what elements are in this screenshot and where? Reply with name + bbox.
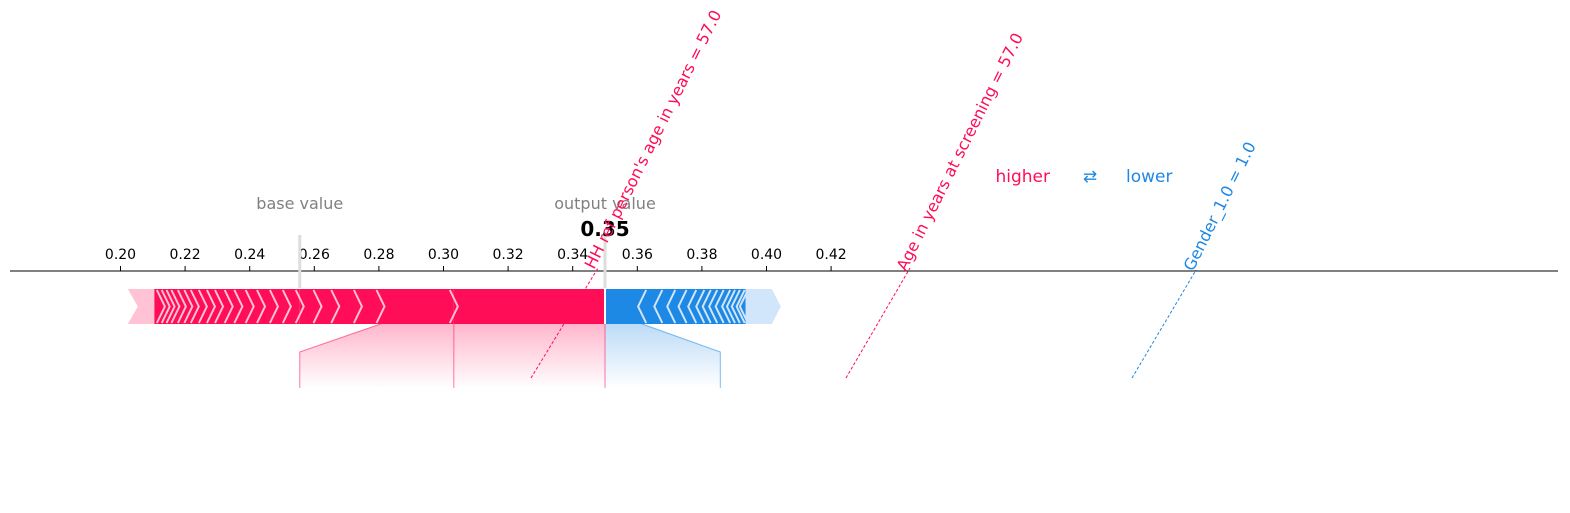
chevron-mark bbox=[730, 289, 741, 324]
x-tick-label: 0.28 bbox=[363, 247, 394, 263]
chevron-mark bbox=[725, 289, 736, 324]
chevron-mark bbox=[738, 289, 749, 324]
output-value-number: 0.35 bbox=[580, 217, 629, 241]
x-tick-label: 0.30 bbox=[428, 247, 459, 263]
x-tick-label: 0.42 bbox=[816, 247, 847, 263]
connector-line bbox=[299, 323, 381, 388]
chevron-mark bbox=[233, 289, 244, 324]
chevron-mark bbox=[312, 289, 323, 324]
x-tick-label: 0.24 bbox=[234, 247, 265, 263]
chevron-mark bbox=[206, 289, 217, 324]
feature-label: HH ref person's age in years = 57.0 bbox=[581, 7, 726, 272]
feature-leader-line bbox=[845, 267, 911, 379]
chevron-mark bbox=[256, 289, 267, 324]
chevron-mark bbox=[330, 289, 341, 324]
chevron-mark bbox=[197, 289, 208, 324]
chevron-mark bbox=[160, 289, 171, 324]
chevron-mark bbox=[294, 289, 305, 324]
feature-leader-line bbox=[530, 267, 599, 379]
legend-arrow-icon: ⇄ bbox=[1083, 167, 1097, 187]
feature-label: Gender_1.0 = 1.0 bbox=[1180, 139, 1261, 275]
chevron-mark bbox=[244, 289, 255, 324]
feature-leader-line bbox=[1131, 269, 1197, 379]
label-region-lower bbox=[605, 324, 721, 388]
x-tick-label: 0.34 bbox=[557, 247, 588, 263]
chevron-mark bbox=[155, 289, 166, 324]
chevron-mark bbox=[170, 289, 181, 324]
x-tick-label: 0.22 bbox=[170, 247, 201, 263]
chevron-mark bbox=[183, 289, 194, 324]
chevron-mark bbox=[695, 289, 706, 324]
chevron-mark bbox=[701, 289, 712, 324]
x-tick-label: 0.20 bbox=[105, 247, 136, 263]
output-value-label: output value bbox=[554, 194, 656, 213]
chevron-mark bbox=[721, 289, 732, 324]
chevron-mark bbox=[223, 289, 234, 324]
legend-higher: higher bbox=[995, 167, 1050, 187]
label-region-higher bbox=[299, 324, 605, 388]
plot-layer: 0.20 0.22 0.24 0.26 0.28 0.30 0.32 0.34 0.36 0.38… bbox=[10, 235, 1558, 388]
chevron-mark bbox=[687, 289, 698, 324]
chevron-mark bbox=[269, 289, 280, 324]
chevron-mark bbox=[189, 289, 200, 324]
chevron-mark bbox=[735, 289, 746, 324]
chevron-mark bbox=[353, 289, 364, 324]
x-tick-label: 0.26 bbox=[299, 247, 330, 263]
chevron-mark bbox=[714, 289, 725, 324]
chevron-mark bbox=[708, 289, 719, 324]
base-value-label: base value bbox=[256, 194, 343, 213]
legend-lower: lower bbox=[1126, 167, 1172, 187]
x-tick-label: 0.36 bbox=[622, 247, 653, 263]
x-tick-label: 0.32 bbox=[493, 247, 524, 263]
bar-segment bbox=[453, 289, 605, 324]
bar-segment bbox=[299, 289, 454, 324]
x-tick-label: 0.38 bbox=[686, 247, 717, 263]
connector-line bbox=[641, 323, 721, 388]
chevron-mark bbox=[637, 289, 648, 324]
chevron-mark bbox=[165, 289, 176, 324]
chevron-mark bbox=[375, 289, 386, 324]
chevron-mark bbox=[666, 289, 677, 324]
chevron-mark bbox=[281, 289, 292, 324]
chevron-mark bbox=[653, 289, 664, 324]
feature-label: Age in years at screening = 57.0 bbox=[893, 30, 1027, 274]
chevron-mark bbox=[214, 289, 225, 324]
x-tick-label: 0.40 bbox=[751, 247, 782, 263]
chevron-mark bbox=[176, 289, 187, 324]
chevron-mark bbox=[677, 289, 688, 324]
chevron-mark bbox=[448, 289, 459, 324]
